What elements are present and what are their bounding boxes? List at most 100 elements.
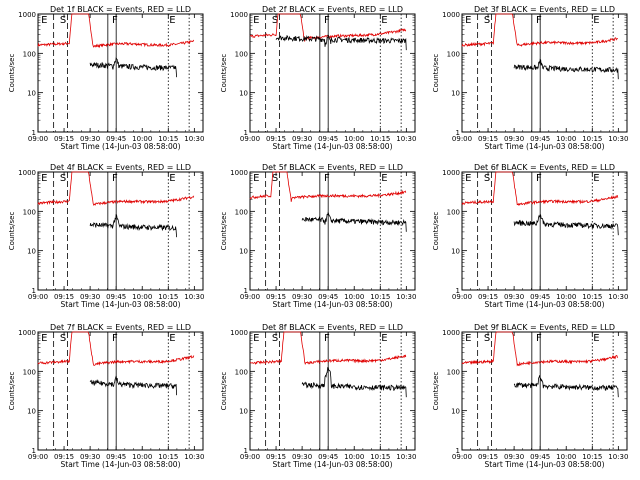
x-tick-label: 09:00 — [28, 293, 48, 301]
y-tick-label: 1000 — [442, 11, 460, 19]
x-tick-label: 09:30 — [504, 453, 524, 461]
lld-series — [249, 171, 407, 202]
panel-title: Det 9f BLACK = Events, RED = LLD — [474, 323, 615, 332]
x-tick-label: 09:30 — [504, 293, 524, 301]
x-tick-label: 10:15 — [370, 453, 390, 461]
x-tick-label: 09:00 — [28, 453, 48, 461]
y-tick-label: 10 — [27, 248, 36, 256]
axes-frame — [37, 171, 204, 291]
flag-letter: E — [381, 333, 387, 344]
x-tick-label: 10:00 — [556, 453, 576, 461]
panel-5: Det 5f BLACK = Events, RED = LLD 09:00 09:… — [220, 163, 416, 309]
y-tick-label: 10 — [451, 408, 460, 416]
x-tick-label: 10:30 — [184, 293, 204, 301]
x-tick-label: 09:15 — [266, 293, 286, 301]
flag-letter: F — [536, 333, 542, 344]
flag-letter: S — [60, 333, 66, 344]
y-tick-label: 100 — [23, 50, 36, 58]
flag-letter: E — [593, 333, 599, 344]
flag-letter: F — [112, 333, 118, 344]
x-axis-label: Start Time (14-Jun-03 08:58:00) — [485, 142, 605, 151]
panel-2: Det 2f BLACK = Events, RED = LLD 09:00 09:… — [220, 5, 416, 151]
x-tick-label: 09:45 — [318, 135, 338, 143]
x-tick-label: 10:30 — [184, 135, 204, 143]
axes-frame — [249, 13, 416, 133]
axes-frame — [249, 171, 416, 291]
y-axis-label: Counts/sec — [432, 54, 440, 93]
flag-letter: E — [465, 173, 471, 184]
y-tick-label: 100 — [235, 208, 248, 216]
y-tick-label: 100 — [447, 50, 460, 58]
x-tick-label: 10:15 — [158, 293, 178, 301]
lld-series — [461, 331, 619, 367]
x-tick-label: 10:15 — [582, 135, 602, 143]
x-tick-label: 10:00 — [344, 135, 364, 143]
y-axis-label: Counts/sec — [8, 212, 16, 251]
panel-1: Det 1f BLACK = Events, RED = LLD 09:00 09:… — [8, 5, 204, 151]
lld-series — [249, 331, 407, 365]
x-tick-label: 10:30 — [608, 135, 628, 143]
flag-letter: E — [465, 15, 471, 26]
panel-8: Det 8f BLACK = Events, RED = LLD 09:00 09:… — [220, 323, 416, 469]
y-tick-label: 10 — [451, 248, 460, 256]
x-axis-label: Start Time (14-Jun-03 08:58:00) — [273, 460, 393, 469]
x-tick-label: 10:15 — [370, 135, 390, 143]
flag-letter: E — [41, 333, 47, 344]
x-tick-label: 09:00 — [240, 293, 260, 301]
flag-letter: E — [253, 15, 259, 26]
flag-letter: S — [272, 173, 278, 184]
x-tick-label: 09:00 — [28, 135, 48, 143]
x-tick-label: 09:45 — [530, 293, 550, 301]
x-tick-label: 09:00 — [240, 453, 260, 461]
x-tick-label: 10:30 — [396, 293, 416, 301]
axes-frame — [37, 331, 204, 451]
x-tick-label: 09:00 — [452, 135, 472, 143]
events-series — [89, 56, 177, 78]
y-tick-label: 10 — [239, 248, 248, 256]
panel-title: Det 8f BLACK = Events, RED = LLD — [262, 323, 403, 332]
x-tick-label: 09:15 — [266, 135, 286, 143]
flag-letter: S — [484, 15, 490, 26]
y-tick-label: 1 — [244, 129, 248, 137]
x-axis-label: Start Time (14-Jun-03 08:58:00) — [485, 300, 605, 309]
x-tick-label: 10:30 — [608, 293, 628, 301]
x-tick-label: 10:00 — [132, 135, 152, 143]
x-tick-label: 10:15 — [158, 135, 178, 143]
axes-frame — [461, 171, 628, 291]
x-tick-label: 09:00 — [452, 293, 472, 301]
x-tick-label: 10:00 — [132, 293, 152, 301]
y-tick-label: 100 — [23, 368, 36, 376]
x-tick-label: 09:15 — [266, 453, 286, 461]
x-tick-label: 10:15 — [582, 293, 602, 301]
y-tick-label: 1000 — [230, 169, 248, 177]
events-series — [89, 213, 177, 238]
x-tick-label: 10:30 — [608, 453, 628, 461]
y-axis-label: Counts/sec — [220, 212, 228, 251]
panel-4: Det 4f BLACK = Events, RED = LLD 09:00 09:… — [8, 163, 204, 309]
x-axis-label: Start Time (14-Jun-03 08:58:00) — [273, 142, 393, 151]
y-tick-label: 1 — [32, 287, 36, 295]
x-tick-label: 09:15 — [54, 453, 74, 461]
x-tick-label: 09:45 — [106, 453, 126, 461]
lld-series — [37, 331, 195, 366]
x-tick-label: 09:15 — [478, 453, 498, 461]
x-tick-label: 09:15 — [54, 293, 74, 301]
x-tick-label: 09:30 — [80, 135, 100, 143]
panel-title: Det 5f BLACK = Events, RED = LLD — [262, 163, 403, 172]
y-tick-label: 100 — [23, 208, 36, 216]
x-tick-label: 09:15 — [478, 293, 498, 301]
y-tick-label: 1 — [244, 447, 248, 455]
events-series — [301, 210, 407, 232]
x-tick-label: 10:30 — [396, 135, 416, 143]
x-tick-label: 10:00 — [556, 293, 576, 301]
axes-frame — [461, 13, 628, 133]
y-tick-label: 1 — [456, 287, 460, 295]
y-axis-label: Counts/sec — [8, 372, 16, 411]
flag-letter: E — [593, 15, 599, 26]
flag-letter: S — [60, 15, 66, 26]
flag-letter: S — [484, 173, 490, 184]
y-axis-label: Counts/sec — [432, 212, 440, 251]
y-tick-label: 100 — [447, 208, 460, 216]
x-tick-label: 10:00 — [132, 453, 152, 461]
